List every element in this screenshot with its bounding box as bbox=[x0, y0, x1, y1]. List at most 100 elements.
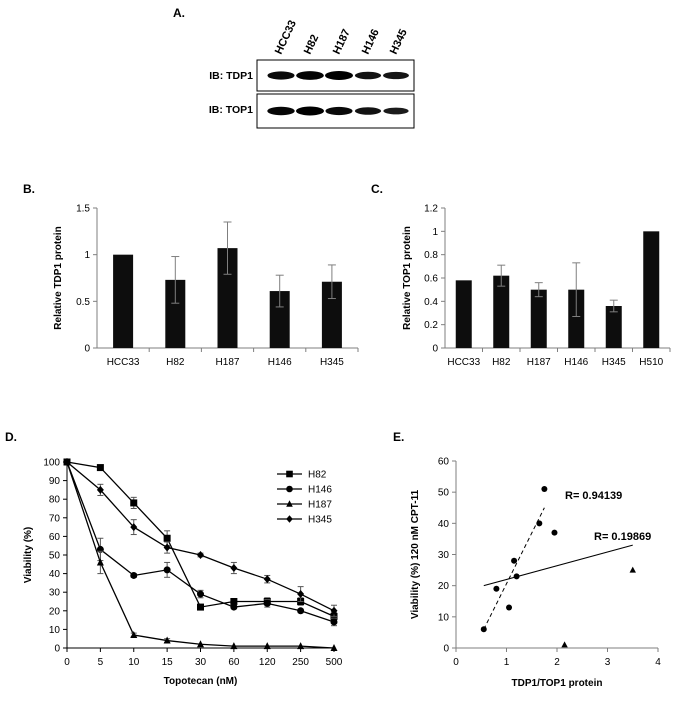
bar bbox=[113, 254, 134, 348]
y-tick-label: 30 bbox=[438, 550, 450, 561]
blot-band bbox=[383, 71, 409, 80]
y-tick-label: 0.8 bbox=[424, 250, 438, 261]
marker-triangle bbox=[163, 636, 171, 644]
y-tick-label: 60 bbox=[49, 532, 61, 543]
legend-label: H146 bbox=[308, 485, 332, 496]
bar bbox=[217, 248, 238, 348]
y-tick-label: 10 bbox=[49, 625, 61, 636]
scatter-point bbox=[551, 529, 558, 536]
y-tick-label: 1 bbox=[432, 227, 438, 238]
scatter-point-triangle bbox=[561, 641, 568, 648]
blot-lane-label: HCC33 bbox=[273, 18, 299, 56]
bar bbox=[568, 289, 585, 348]
scatter-point bbox=[511, 557, 518, 564]
blot-band bbox=[354, 107, 382, 115]
panel-c-letter: C. bbox=[371, 182, 383, 196]
marker-square bbox=[130, 499, 138, 507]
marker-square bbox=[96, 464, 104, 472]
x-tick-label: 5 bbox=[98, 657, 104, 668]
x-tick-label: 10 bbox=[128, 657, 140, 668]
blot-lane-label: H345 bbox=[388, 27, 410, 56]
y-tick-label: 0 bbox=[432, 344, 438, 355]
blot-bands-tdp1 bbox=[267, 71, 409, 80]
marker-circle bbox=[330, 618, 338, 626]
x-tick-label: HCC33 bbox=[447, 357, 480, 368]
scatter-point bbox=[536, 520, 543, 527]
x-tick-label: H82 bbox=[492, 357, 511, 368]
blot-lane-label: H82 bbox=[302, 33, 321, 56]
series-h187 bbox=[63, 458, 338, 651]
blot-band bbox=[354, 71, 382, 80]
panel-d-chart: D. 0 10 20 30 40 50 60 70 80 90 100 0 5 10 15 30 60 120 25… bbox=[5, 430, 343, 687]
x-tick-label: H187 bbox=[527, 357, 551, 368]
blot-band bbox=[383, 107, 409, 115]
marker-diamond bbox=[263, 575, 271, 584]
y-tick-label: 0.2 bbox=[424, 320, 438, 331]
blot-band bbox=[267, 106, 295, 116]
marker-circle bbox=[297, 607, 305, 615]
blot-bands-top1 bbox=[267, 106, 409, 116]
x-tick-label: H187 bbox=[216, 357, 240, 368]
blot-label-tdp1: IB: TDP1 bbox=[209, 70, 253, 82]
x-tick-label: 60 bbox=[228, 657, 240, 668]
y-tick-label: 10 bbox=[438, 612, 450, 623]
y-tick-label: 0.5 bbox=[76, 297, 90, 308]
scatter-point-triangle bbox=[629, 566, 636, 573]
marker-diamond bbox=[197, 551, 204, 559]
x-tick-label: 0 bbox=[453, 657, 459, 668]
scatter-point bbox=[480, 626, 487, 633]
blot-lane-labels: HCC33 H82 H187 H146 H345 bbox=[273, 18, 410, 56]
y-tick-label: 1.5 bbox=[76, 204, 90, 215]
trendline-dashed bbox=[483, 507, 545, 630]
y-tick-label: 90 bbox=[49, 476, 61, 487]
blot-band bbox=[296, 106, 324, 116]
correlation-r-label-2: R= 0.19869 bbox=[594, 531, 651, 543]
legend-label: H345 bbox=[308, 515, 332, 526]
y-tick-label: 100 bbox=[43, 458, 60, 469]
scatter-point bbox=[493, 585, 500, 592]
y-axis-title: Relative TOP1 protein bbox=[402, 226, 413, 330]
marker-triangle bbox=[297, 642, 305, 650]
marker-square bbox=[286, 470, 293, 478]
panel-e-letter: E. bbox=[393, 430, 404, 444]
marker-triangle bbox=[286, 500, 293, 507]
y-tick-label: 20 bbox=[49, 606, 61, 617]
panel-e-chart: E. R= 0.94139 R= 0.19869 0 10 20 30 40 50 60 0 1… bbox=[393, 430, 661, 689]
x-axis-title: Topotecan (nM) bbox=[164, 676, 238, 687]
panel-c-chart: C. 0 0.2 0.4 0.6 0.8 1 1.2 HCC33 H82 H187 H146 H345… bbox=[371, 182, 671, 368]
y-tick-label: 0 bbox=[443, 644, 449, 655]
series-line bbox=[66, 461, 335, 612]
marker-square bbox=[163, 534, 171, 542]
x-tick-label: 500 bbox=[326, 657, 343, 668]
blot-label-top1: IB: TOP1 bbox=[209, 104, 253, 116]
series-h146 bbox=[63, 458, 338, 627]
legend-label: H82 bbox=[308, 470, 327, 481]
scatter-point bbox=[541, 486, 548, 493]
x-tick-label: 3 bbox=[605, 657, 611, 668]
y-tick-label: 60 bbox=[438, 457, 450, 468]
marker-triangle bbox=[330, 644, 338, 651]
series-h345 bbox=[63, 458, 338, 617]
blot-band bbox=[267, 71, 295, 80]
bar bbox=[643, 231, 660, 348]
marker-circle bbox=[230, 603, 238, 611]
x-tick-label: 0 bbox=[64, 657, 70, 668]
bar bbox=[530, 289, 547, 348]
x-tick-label: H146 bbox=[564, 357, 588, 368]
marker-square bbox=[230, 598, 238, 605]
marker-circle bbox=[263, 599, 271, 607]
y-tick-label: 0 bbox=[84, 344, 90, 355]
marker-diamond bbox=[130, 523, 138, 532]
x-tick-label: H510 bbox=[639, 357, 663, 368]
trendline-solid bbox=[483, 544, 633, 587]
y-tick-label: 50 bbox=[49, 551, 61, 562]
y-tick-label: 20 bbox=[438, 581, 450, 592]
marker-circle bbox=[286, 485, 293, 493]
marker-circle bbox=[163, 566, 171, 574]
marker-square bbox=[197, 603, 204, 611]
blot-lane-label: H146 bbox=[360, 27, 382, 56]
x-tick-label: 2 bbox=[554, 657, 560, 668]
marker-triangle bbox=[197, 640, 204, 648]
x-tick-label: 4 bbox=[655, 657, 661, 668]
y-axis-title: Viability (%) bbox=[23, 527, 34, 584]
